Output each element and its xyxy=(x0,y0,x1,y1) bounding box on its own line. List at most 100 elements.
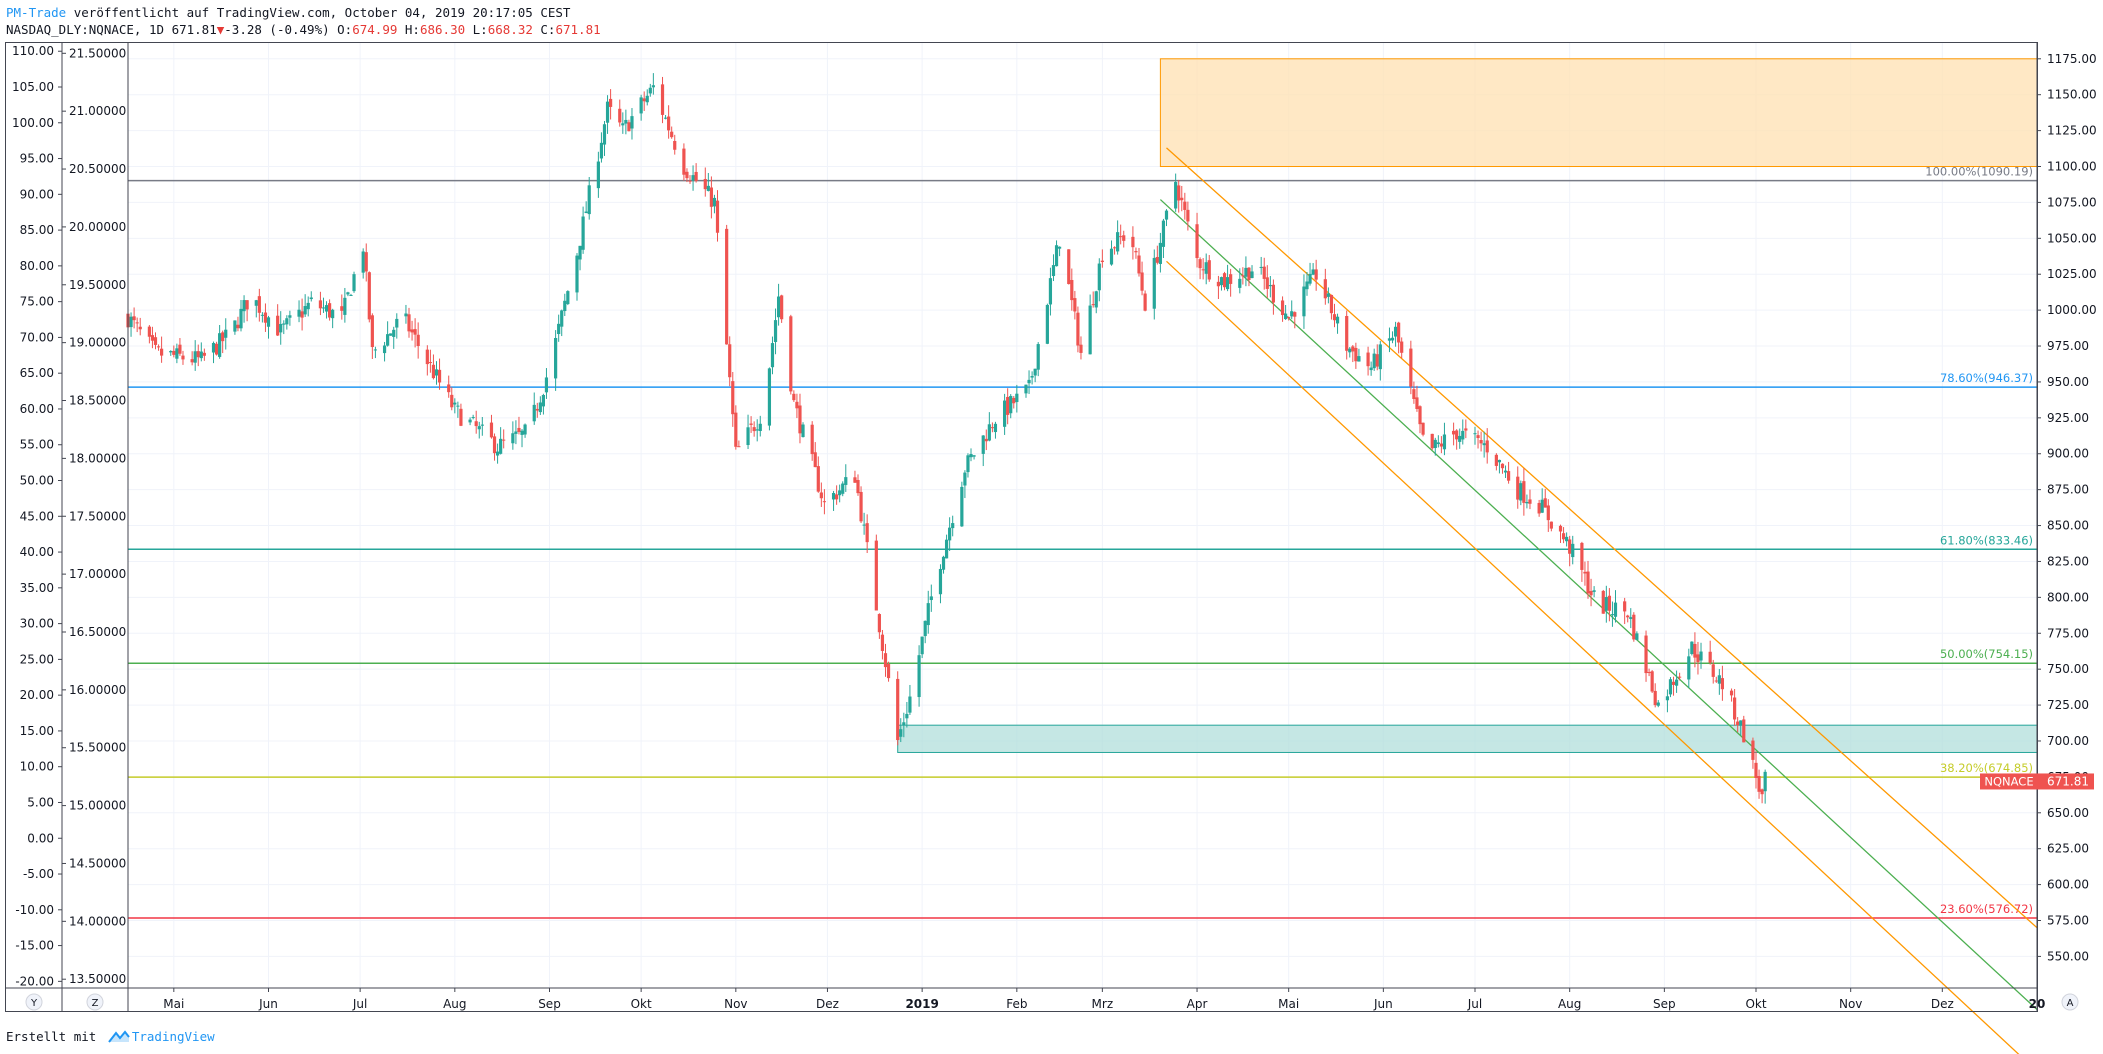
candle-body xyxy=(575,255,579,293)
candle-body xyxy=(1458,435,1462,442)
candles xyxy=(126,73,1767,804)
candle-body xyxy=(1736,721,1740,726)
candle-body xyxy=(1177,185,1181,201)
candle-body xyxy=(557,323,561,335)
x-axis-label: Aug xyxy=(443,997,466,1011)
candle-body xyxy=(1027,379,1031,384)
scale-button-a[interactable] xyxy=(2061,993,2079,1011)
candle-body xyxy=(682,148,686,175)
candle-body xyxy=(926,603,930,626)
left2-axis-label: 14.00000 xyxy=(69,914,126,928)
scale-button-label: Z xyxy=(92,998,99,1009)
candle-body xyxy=(581,216,585,250)
left1-axis-label: 100.00 xyxy=(12,116,54,130)
candle-body xyxy=(667,116,671,131)
candle-body xyxy=(1137,255,1141,274)
candle-body xyxy=(877,614,881,633)
candle-body xyxy=(410,329,414,333)
left2-axis-label: 16.50000 xyxy=(69,625,126,639)
right-axis-label: 550.00 xyxy=(2047,949,2089,963)
candle-body xyxy=(276,315,280,336)
left1-axis-label: 5.00 xyxy=(27,795,54,809)
candle-body xyxy=(703,178,707,190)
candle-body xyxy=(917,655,921,698)
candle-body xyxy=(663,117,668,119)
candle-body xyxy=(816,466,820,492)
low-label: L: xyxy=(472,22,488,37)
left2-axis-label: 20.00000 xyxy=(69,220,126,234)
x-axis-label: Jun xyxy=(1373,997,1393,1011)
candle-body xyxy=(288,315,292,318)
candle-body xyxy=(257,296,261,313)
high-label: H: xyxy=(404,22,420,37)
x-axis-label: 2019 xyxy=(905,997,938,1011)
candle-body xyxy=(813,452,817,468)
candle-body xyxy=(135,322,139,324)
candle-body xyxy=(1754,762,1758,778)
left1-axis-label: 20.00 xyxy=(20,688,54,702)
candle-body xyxy=(532,404,536,422)
right-axis-label: 625.00 xyxy=(2047,842,2089,856)
candle-body xyxy=(862,524,866,526)
scale-button-z[interactable] xyxy=(86,993,104,1011)
last-price-tag: 671.81 xyxy=(2047,774,2089,788)
candle-body xyxy=(770,343,775,368)
candle-body xyxy=(984,438,988,442)
left2-axis-label: 19.50000 xyxy=(69,278,126,292)
fib-label-3: 50.00%(754.15) xyxy=(1940,647,2033,661)
left1-axis-label: 55.00 xyxy=(20,438,54,452)
candle-body xyxy=(1216,281,1221,287)
candle-body xyxy=(1140,272,1144,291)
candle-body xyxy=(810,424,814,455)
candle-body xyxy=(404,313,408,317)
candle-body xyxy=(211,342,216,353)
x-axis-label: Dez xyxy=(816,997,839,1011)
candle-body xyxy=(1262,266,1266,279)
candle-body xyxy=(129,316,133,328)
candle-body xyxy=(1644,635,1648,674)
candle-body xyxy=(224,329,228,338)
candle-body xyxy=(1012,397,1016,404)
candle-body xyxy=(1503,470,1508,473)
candle-body xyxy=(514,431,518,434)
candle-body xyxy=(624,119,628,124)
candle-body xyxy=(776,296,781,318)
candle-body xyxy=(1284,313,1288,320)
right-axis-label: 975.00 xyxy=(2047,339,2089,353)
right-axis-label: 650.00 xyxy=(2047,806,2089,820)
candle-body xyxy=(969,454,973,458)
candle-body xyxy=(214,343,219,355)
candle-body xyxy=(1442,434,1447,450)
candle-body xyxy=(835,494,839,500)
candle-body xyxy=(1668,679,1673,695)
x-axis-label: Sep xyxy=(1653,997,1676,1011)
candle-body xyxy=(1109,248,1114,265)
candle-body xyxy=(691,175,695,181)
candle-body xyxy=(990,427,994,429)
candle-body xyxy=(660,84,665,115)
candle-body xyxy=(236,324,240,329)
tradingview-link[interactable]: TradingView xyxy=(131,1029,215,1044)
candle-body xyxy=(1155,256,1159,263)
candle-body xyxy=(178,344,182,354)
candle-body xyxy=(324,305,329,312)
x-axis-label: Feb xyxy=(1006,997,1027,1011)
candle-body xyxy=(795,401,799,409)
candle-body xyxy=(1583,571,1587,574)
candle-body xyxy=(1549,521,1553,529)
candle-body xyxy=(560,310,564,327)
candle-body xyxy=(282,323,286,325)
fib-label-1: 78.60%(946.37) xyxy=(1940,371,2033,385)
candle-body xyxy=(1482,443,1486,446)
candle-body xyxy=(1629,617,1633,619)
candle-body xyxy=(370,315,374,348)
candle-body xyxy=(1158,242,1162,264)
fib-label-2: 61.80%(833.46) xyxy=(1940,533,2033,547)
candle-body xyxy=(300,311,304,318)
right-axis-label: 775.00 xyxy=(2047,626,2089,640)
open-label: O: xyxy=(337,22,353,37)
scale-button-y[interactable] xyxy=(25,993,43,1011)
supply-zone xyxy=(1159,58,2038,168)
author-name[interactable]: PM-Trade xyxy=(6,5,67,20)
